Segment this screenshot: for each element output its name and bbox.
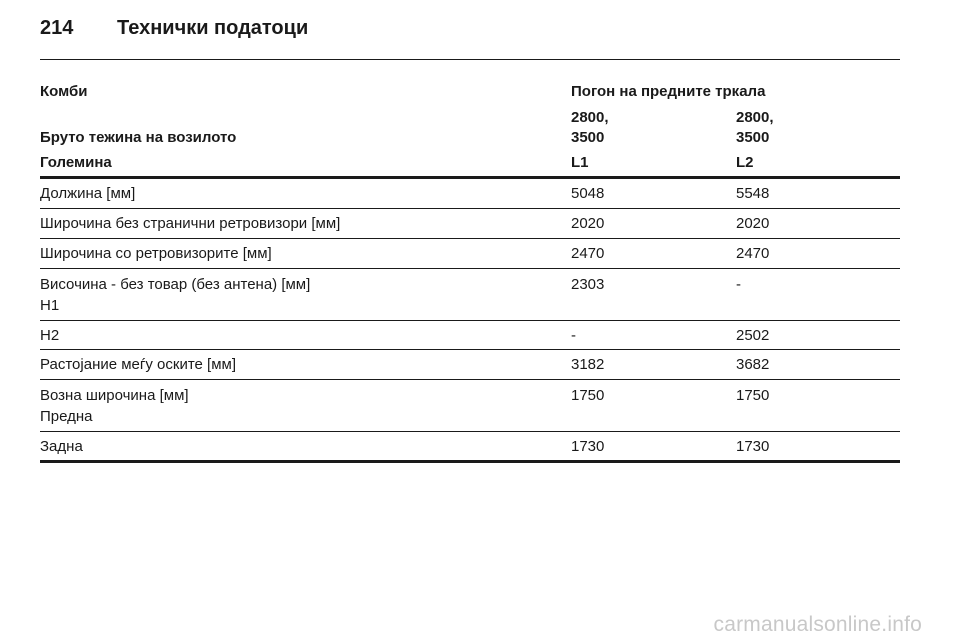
- row-sublabel: H1: [40, 297, 60, 314]
- row-value-l2: 2020: [736, 215, 770, 232]
- gross-weight-label: Бруто тежина на возилото: [40, 129, 237, 146]
- row-sublabel: Предна: [40, 408, 93, 425]
- weight-col1-line2: 3500: [571, 129, 605, 146]
- row-label: Височина - без товар (без антена) [мм]: [40, 276, 311, 293]
- row-divider: [40, 238, 900, 239]
- page-title: Технички податоци: [117, 17, 309, 39]
- row-label: Широчина со ретровизорите [мм]: [40, 245, 272, 262]
- row-label: Должина [мм]: [40, 185, 136, 202]
- row-value-l2: 3682: [736, 356, 770, 373]
- header-divider: [40, 59, 900, 60]
- row-value-l2: 5548: [736, 185, 770, 202]
- weight-col1-line1: 2800,: [571, 109, 609, 126]
- row-value-l1: 5048: [571, 185, 605, 202]
- row-label: Растојание меѓу оските [мм]: [40, 356, 236, 373]
- row-label: H2: [40, 327, 60, 344]
- row-value-l1: 3182: [571, 356, 605, 373]
- watermark-text: carmanualsonline.info: [713, 613, 922, 636]
- model-label: Комби: [40, 83, 88, 100]
- row-divider: [40, 320, 900, 321]
- row-divider: [40, 268, 900, 269]
- row-divider: [40, 431, 900, 432]
- row-divider: [40, 208, 900, 209]
- size-col2: L2: [736, 154, 754, 171]
- drive-label: Погон на предните тркала: [571, 83, 766, 100]
- row-value-l2: 1730: [736, 438, 770, 455]
- table-header-divider: [40, 176, 900, 179]
- row-label: Возна широчина [мм]: [40, 387, 189, 404]
- row-value-l2: 2470: [736, 245, 770, 262]
- row-divider: [40, 379, 900, 380]
- weight-col2-line1: 2800,: [736, 109, 774, 126]
- row-value-l1: 2020: [571, 215, 605, 232]
- size-label: Големина: [40, 154, 112, 171]
- row-value-l1: 2470: [571, 245, 605, 262]
- row-value-l1: 2303: [571, 276, 605, 293]
- row-label: Широчина без странични ретровизори [мм]: [40, 215, 341, 232]
- row-value-l1: 1750: [571, 387, 605, 404]
- row-value-l2: 1750: [736, 387, 770, 404]
- row-divider: [40, 349, 900, 350]
- row-value-l1: -: [571, 327, 576, 344]
- table-bottom-rule: [40, 460, 900, 463]
- size-col1: L1: [571, 154, 589, 171]
- row-value-l2: -: [736, 276, 741, 293]
- weight-col2-line2: 3500: [736, 129, 770, 146]
- row-label: Задна: [40, 438, 83, 455]
- row-value-l1: 1730: [571, 438, 605, 455]
- row-value-l2: 2502: [736, 327, 770, 344]
- page-number: 214: [40, 17, 74, 39]
